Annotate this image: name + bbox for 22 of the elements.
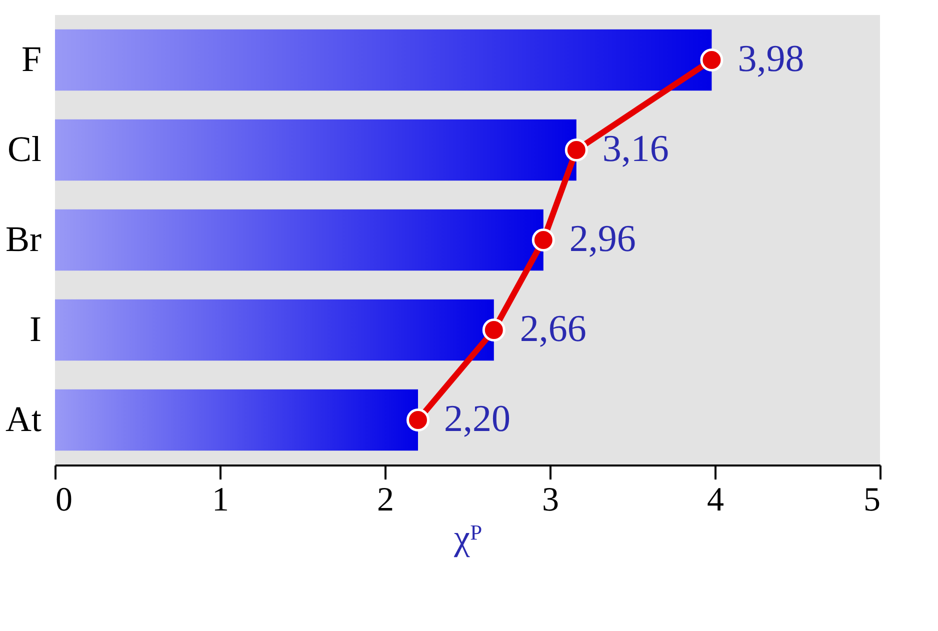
x-tick-label: 2 — [377, 482, 394, 518]
x-tick-label: 3 — [542, 482, 559, 518]
data-label: 2,96 — [569, 218, 636, 260]
y-tick-label: F — [21, 39, 42, 79]
data-label: 3,16 — [602, 128, 669, 170]
point — [532, 228, 555, 252]
x-tick-label: 4 — [707, 482, 724, 518]
data-label: 3,98 — [738, 38, 804, 80]
x-axis-title: χᴾ — [453, 518, 482, 558]
y-tick-label: Br — [6, 219, 42, 259]
x-tick-label: 0 — [56, 482, 72, 518]
data-label: 2,66 — [520, 308, 586, 350]
x-tick-label: 1 — [212, 482, 229, 518]
point — [700, 48, 724, 72]
data-label: 2,20 — [444, 398, 510, 440]
y-tick-label: At — [6, 399, 42, 439]
point — [406, 408, 430, 432]
y-tick-label: I — [30, 309, 42, 349]
point — [564, 138, 588, 162]
point — [482, 318, 506, 342]
y-tick-label: Cl — [7, 129, 42, 169]
x-tick-label: 5 — [864, 482, 880, 518]
